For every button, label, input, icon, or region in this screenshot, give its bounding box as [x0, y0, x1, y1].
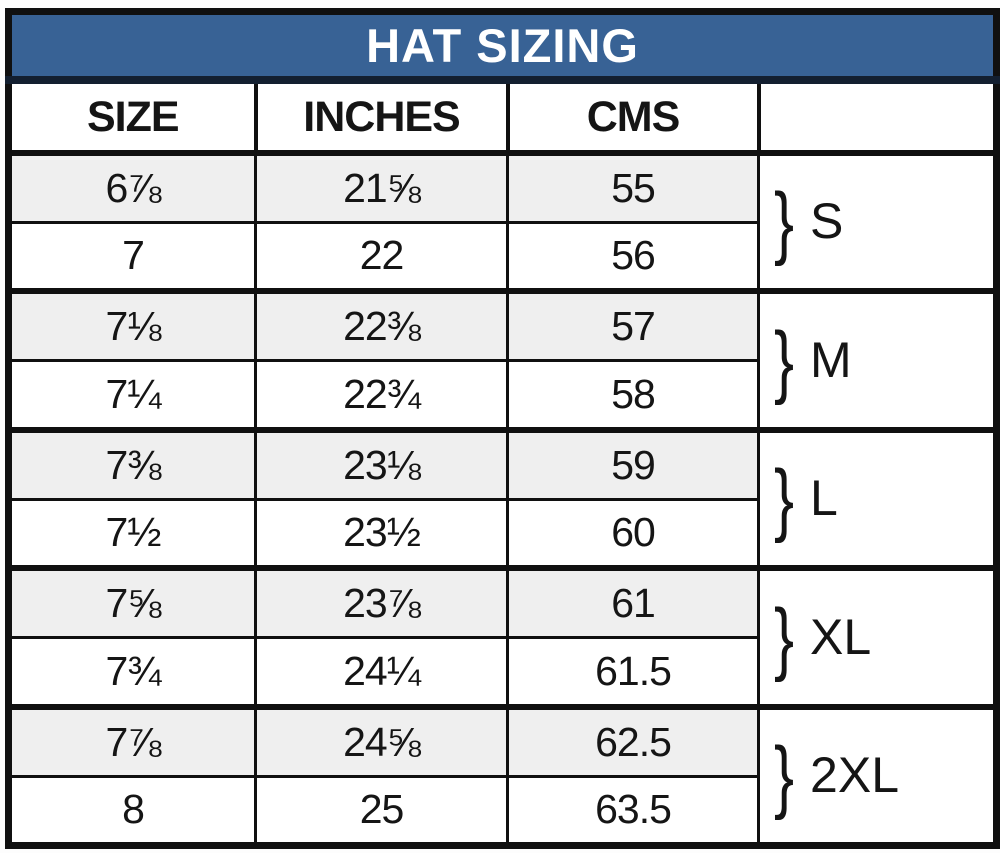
- size-group-cell-l: } L: [756, 426, 999, 570]
- size-group-label: L: [810, 470, 838, 527]
- brace-glyph: }: [774, 453, 795, 544]
- size-group-label: 2XL: [810, 746, 900, 803]
- size-group-cell-s: } S: [756, 149, 999, 293]
- table-row: 7⅞ 24⅝ 62.5 } 2XL: [7, 703, 999, 847]
- column-header-row: SIZE INCHES CMS: [6, 78, 999, 155]
- size-cell: 8: [7, 774, 257, 848]
- inches-cell: 22⅜: [254, 288, 509, 363]
- brace-glyph: }: [774, 591, 795, 683]
- cms-cell: 61.5: [506, 636, 760, 709]
- cms-cell: 55: [506, 149, 760, 224]
- cms-cell: 60: [506, 497, 760, 570]
- size-cell: 7: [7, 220, 257, 293]
- table-row: 7⅝ 23⅞ 61 } XL: [7, 565, 999, 709]
- title-row: HAT SIZING: [6, 10, 999, 85]
- size-group-label: XL: [810, 608, 872, 665]
- brace-glyph: }: [774, 314, 795, 406]
- size-cell: 7⅞: [7, 703, 257, 778]
- size-group-cell-2xl: } 2XL: [756, 703, 999, 847]
- inches-cell: 23⅞: [254, 565, 509, 640]
- table-row: 8 25 63.5: [7, 774, 997, 848]
- inches-cell: 21⅝: [254, 149, 509, 224]
- size-cell: 7⅝: [7, 565, 257, 640]
- size-group-cell-m: } M: [756, 288, 999, 432]
- cms-cell: 63.5: [506, 774, 760, 848]
- cms-cell: 56: [506, 220, 760, 293]
- column-header-size: SIZE: [6, 78, 258, 155]
- cms-cell: 58: [506, 359, 760, 432]
- inches-cell: 22: [254, 220, 509, 293]
- size-group-label: S: [810, 193, 844, 250]
- size-cell: 7½: [7, 497, 257, 570]
- column-header-cms: CMS: [505, 78, 761, 155]
- brace-glyph: }: [774, 176, 795, 267]
- cms-cell: 61: [506, 565, 760, 640]
- hat-sizing-table: HAT SIZING SIZE INCHES CMS 6⅞ 21⅝ 55 } S …: [5, 8, 1000, 849]
- size-group-cell-xl: } XL: [756, 565, 999, 709]
- inches-cell: 24⅝: [254, 703, 509, 778]
- cms-cell: 62.5: [506, 703, 760, 778]
- size-cell: 7⅜: [7, 426, 257, 501]
- table-row: 7⅛ 22⅜ 57 } M: [7, 288, 999, 432]
- table-row: 7⅜ 23⅛ 59 } L: [7, 426, 999, 570]
- size-cell: 6⅞: [7, 149, 257, 224]
- size-cell: 7⅛: [7, 288, 257, 363]
- cms-cell: 57: [506, 288, 760, 363]
- inches-cell: 24¼: [254, 636, 509, 709]
- table-row: 7¼ 22¾ 58: [7, 359, 997, 432]
- table-title: HAT SIZING: [6, 10, 999, 85]
- brace-glyph: }: [774, 730, 795, 821]
- inches-cell: 22¾: [254, 359, 509, 432]
- inches-cell: 23½: [254, 497, 509, 570]
- column-header-group: [756, 78, 999, 155]
- column-header-inches: INCHES: [253, 78, 510, 155]
- table-row: 7 22 56: [7, 220, 997, 293]
- table-row: 7½ 23½ 60: [7, 497, 997, 570]
- inches-cell: 23⅛: [254, 426, 509, 501]
- inches-cell: 25: [254, 774, 509, 848]
- size-group-label: M: [810, 331, 852, 388]
- cms-cell: 59: [506, 426, 760, 501]
- table-row: 7¾ 24¼ 61.5: [7, 636, 997, 709]
- size-cell: 7¼: [7, 359, 257, 432]
- size-cell: 7¾: [7, 636, 257, 709]
- table-row: 6⅞ 21⅝ 55 } S: [7, 149, 999, 293]
